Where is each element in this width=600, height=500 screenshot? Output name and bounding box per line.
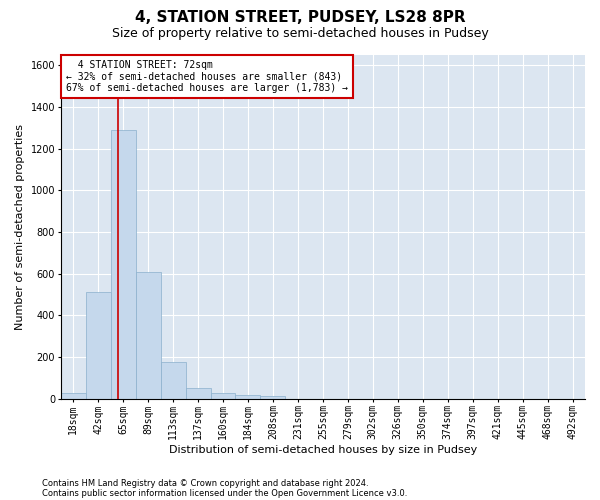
Bar: [161, 362, 185, 399]
Bar: [235, 395, 260, 398]
Bar: [110, 130, 136, 398]
Bar: [136, 272, 161, 398]
Bar: [211, 393, 235, 398]
Text: Size of property relative to semi-detached houses in Pudsey: Size of property relative to semi-detach…: [112, 28, 488, 40]
Bar: [61, 393, 86, 398]
Bar: [185, 388, 211, 398]
Text: Contains public sector information licensed under the Open Government Licence v3: Contains public sector information licen…: [42, 488, 407, 498]
X-axis label: Distribution of semi-detached houses by size in Pudsey: Distribution of semi-detached houses by …: [169, 445, 477, 455]
Bar: [86, 292, 110, 399]
Bar: [260, 396, 286, 398]
Text: 4, STATION STREET, PUDSEY, LS28 8PR: 4, STATION STREET, PUDSEY, LS28 8PR: [134, 10, 466, 25]
Y-axis label: Number of semi-detached properties: Number of semi-detached properties: [15, 124, 25, 330]
Text: 4 STATION STREET: 72sqm
← 32% of semi-detached houses are smaller (843)
67% of s: 4 STATION STREET: 72sqm ← 32% of semi-de…: [66, 60, 348, 94]
Text: Contains HM Land Registry data © Crown copyright and database right 2024.: Contains HM Land Registry data © Crown c…: [42, 478, 368, 488]
